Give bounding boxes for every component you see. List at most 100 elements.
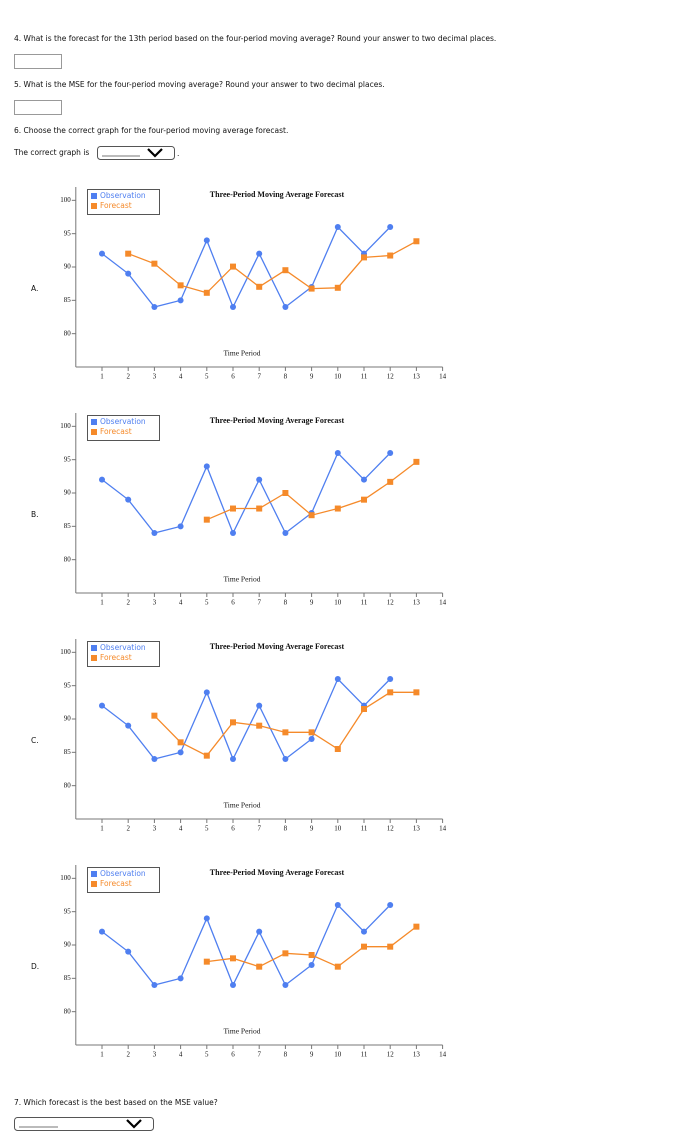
point xyxy=(308,952,315,958)
answer-input[interactable] xyxy=(14,54,62,69)
x-tick-label: 13 xyxy=(413,1051,421,1059)
legend xyxy=(87,189,160,215)
point xyxy=(230,304,236,310)
x-tick-label: 9 xyxy=(310,825,314,833)
x-tick-label: 10 xyxy=(334,825,342,833)
point xyxy=(125,250,132,257)
dropdown-arrow xyxy=(147,148,163,158)
x-tick-label: 5 xyxy=(205,825,209,833)
x-tick-label: 12 xyxy=(387,825,395,833)
x-tick-label: 7 xyxy=(257,373,261,381)
y-tick-label: 95 xyxy=(64,229,72,237)
point xyxy=(282,756,289,762)
point xyxy=(308,736,315,742)
legend-swatch xyxy=(91,419,97,425)
y-tick-label: 85 xyxy=(64,748,72,756)
x-tick-label: 3 xyxy=(153,373,157,381)
point xyxy=(256,702,263,709)
y-tick-label: 80 xyxy=(64,1007,72,1015)
x-tick-label: 3 xyxy=(153,599,157,607)
forecast-dropdown[interactable] xyxy=(14,1117,154,1131)
question-5: 5. What is the MSE for the four-period m… xyxy=(14,80,385,89)
series-line xyxy=(206,926,417,968)
x-tick-label: 4 xyxy=(179,825,183,833)
x-tick-label: 3 xyxy=(153,825,157,833)
point xyxy=(387,689,394,696)
series-line xyxy=(101,225,391,309)
x-tick-label: 14 xyxy=(439,373,447,381)
series-line xyxy=(101,677,391,761)
x-tick-label: 8 xyxy=(284,599,288,607)
y-tick-label: 100 xyxy=(60,196,71,204)
legend-label: Observation xyxy=(100,643,146,652)
point xyxy=(361,476,367,483)
x-tick-label: 12 xyxy=(387,373,395,381)
legend-label: Forecast xyxy=(100,653,132,662)
point xyxy=(282,982,289,988)
x-tick-label: 14 xyxy=(439,599,447,607)
question-4: 4. What is the forecast for the 13th per… xyxy=(14,34,496,43)
x-tick-label: 4 xyxy=(179,1051,183,1059)
point xyxy=(334,224,341,230)
point xyxy=(125,496,132,503)
point xyxy=(125,722,132,729)
point xyxy=(230,955,236,962)
x-tick-label: 6 xyxy=(231,825,235,833)
point xyxy=(151,982,158,988)
question-7: 7. Which forecast is the best based on t… xyxy=(14,1098,218,1107)
point xyxy=(230,530,236,536)
legend-swatch xyxy=(91,881,97,887)
x-tick-label: 5 xyxy=(205,1051,209,1059)
option-label: C. xyxy=(31,736,39,745)
x-axis-label: Time Period xyxy=(223,1027,260,1036)
y-tick-label: 80 xyxy=(64,781,72,789)
x-tick-label: 13 xyxy=(413,825,421,833)
point xyxy=(282,304,289,310)
x-tick-label: 10 xyxy=(334,1051,342,1059)
point xyxy=(387,676,394,682)
x-tick-label: 2 xyxy=(126,373,130,381)
point xyxy=(334,505,341,512)
point xyxy=(334,963,341,970)
legend-label: Forecast xyxy=(100,201,132,210)
point xyxy=(334,902,341,908)
point xyxy=(177,749,184,756)
point xyxy=(151,530,158,536)
x-tick-label: 1 xyxy=(100,825,104,833)
point xyxy=(125,948,132,955)
point xyxy=(334,746,341,752)
point xyxy=(308,729,315,736)
point xyxy=(361,943,367,950)
point xyxy=(99,928,105,935)
x-tick-label: 1 xyxy=(100,1051,104,1059)
series-line xyxy=(101,451,391,535)
option-label: B. xyxy=(31,510,39,519)
point xyxy=(203,752,210,759)
point xyxy=(413,458,420,465)
x-tick-label: 7 xyxy=(257,1051,261,1059)
x-tick-label: 3 xyxy=(153,1051,157,1059)
legend xyxy=(87,641,160,667)
x-tick-label: 9 xyxy=(310,373,314,381)
y-tick-label: 90 xyxy=(64,263,72,271)
x-tick-label: 6 xyxy=(231,1051,235,1059)
point xyxy=(256,505,263,512)
x-tick-label: 1 xyxy=(100,373,104,381)
legend-label: Observation xyxy=(100,191,146,200)
point xyxy=(413,923,420,930)
answer-input[interactable] xyxy=(14,100,62,115)
x-tick-label: 7 xyxy=(257,825,261,833)
y-tick-label: 85 xyxy=(64,296,72,304)
point xyxy=(256,283,263,290)
x-axis-label: Time Period xyxy=(223,801,260,810)
x-tick-label: 5 xyxy=(205,599,209,607)
graph-dropdown[interactable] xyxy=(97,146,175,160)
point xyxy=(387,943,394,950)
point xyxy=(230,756,236,762)
legend-label: Forecast xyxy=(100,879,132,888)
point xyxy=(151,712,158,719)
point xyxy=(413,689,420,696)
point xyxy=(308,512,315,519)
